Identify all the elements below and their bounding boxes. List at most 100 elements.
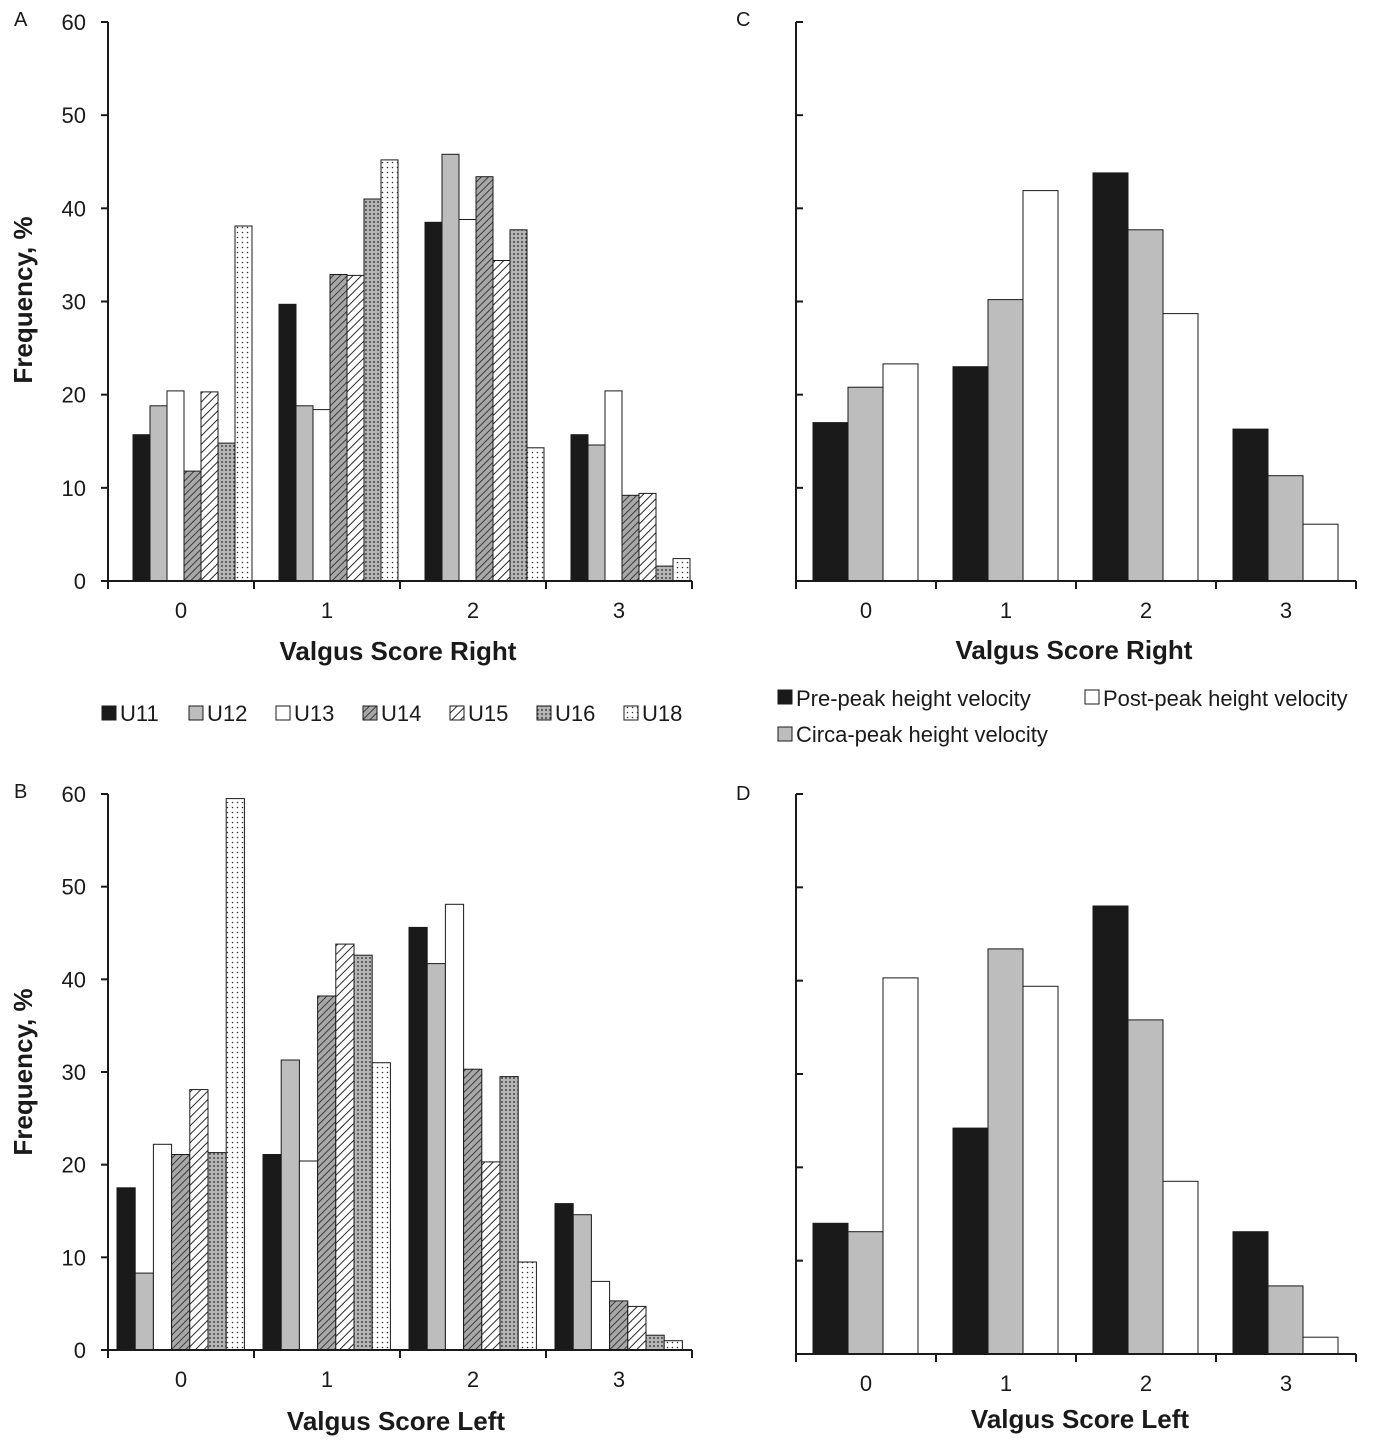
panel-c-bar-circa-peak-height-velocity-cat-0 <box>847 386 884 582</box>
panel-d-bar-post-peak-height-velocity-cat-1 <box>1022 985 1059 1355</box>
panel-a-y-tick-label: 50 <box>62 103 86 128</box>
panel-b-bar-u11-cat-0 <box>116 1187 136 1351</box>
panel-b-bar-u16-cat-1 <box>353 954 373 1351</box>
panel-d-bar-circa-peak-height-velocity-cat-1 <box>987 948 1024 1355</box>
panel-a-bar-u18-cat-2 <box>526 447 545 582</box>
panel-c-bar-post-peak-height-velocity-cat-3 <box>1302 523 1339 582</box>
panel-d-x-tick-label: 0 <box>860 1371 872 1396</box>
panel-b-y-tick-label: 20 <box>62 1153 86 1178</box>
panel-c-x-tick-label: 1 <box>1000 598 1012 623</box>
panel-b-bar-u18-cat-2 <box>517 1261 537 1351</box>
panel-d-x-tick-label: 2 <box>1140 1371 1152 1396</box>
legend-label-u11: U11 <box>120 701 159 726</box>
legend-swatch-u16 <box>536 705 552 721</box>
panel-a-y-tick-label: 20 <box>62 383 86 408</box>
panel-b-x-tick-label: 3 <box>613 1367 625 1392</box>
legend-swatch-pre-peak <box>777 689 793 705</box>
legend-label-u18: U18 <box>642 701 682 726</box>
panel-c-x-tick-label: 0 <box>860 598 872 623</box>
legend-label-u15: U15 <box>468 701 508 726</box>
panel-a-y-tick-label: 10 <box>62 476 86 501</box>
panel-a-bar-u13-cat-2 <box>458 219 477 582</box>
panel-c-bar-post-peak-height-velocity-cat-2 <box>1162 313 1199 582</box>
panel-a-y-tick-label: 40 <box>62 196 86 221</box>
panel-c-bar-circa-peak-height-velocity-cat-1 <box>987 299 1024 582</box>
legend-age-groups: U11 U12 U13 U14 U15 U16 U18 <box>101 701 682 726</box>
panel-a-bar-u11-cat-1 <box>278 303 297 582</box>
panel-c-chart: 0 1 2 3 <box>795 21 1357 623</box>
panel-letter-d: D <box>736 783 750 805</box>
panel-a-ylabel: Frequency, % <box>8 216 38 383</box>
panel-d-x-tick-label: 3 <box>1280 1371 1292 1396</box>
panel-a-bar-u18-cat-3 <box>672 558 691 582</box>
panel-b-bar-u16-cat-2 <box>499 1076 519 1351</box>
panel-b-chart: 0 10 20 30 40 50 60 0 1 2 3 <box>62 782 693 1392</box>
panel-d-bar-pre-peak-height-velocity-cat-2 <box>1092 905 1129 1355</box>
legend-label-post-peak: Post-peak height velocity <box>1103 686 1348 711</box>
legend-label-u16: U16 <box>555 701 595 726</box>
panel-a-bar-u13-cat-3 <box>604 390 623 582</box>
panel-a-bar-u13-cat-0 <box>166 390 185 582</box>
panel-a-bar-u16-cat-1 <box>363 198 382 582</box>
panel-b-y-tick-label: 40 <box>62 967 86 992</box>
panel-b-bar-u14-cat-3 <box>609 1300 629 1351</box>
panel-c-bar-circa-peak-height-velocity-cat-3 <box>1267 475 1304 582</box>
panel-a-bar-u12-cat-2 <box>441 153 460 582</box>
panel-a-bar-u14-cat-1 <box>329 274 348 582</box>
panel-d-bar-circa-peak-height-velocity-cat-3 <box>1267 1285 1304 1355</box>
panel-c-bar-pre-peak-height-velocity-cat-3 <box>1232 428 1269 582</box>
panel-b-bar-u18-cat-1 <box>371 1062 391 1351</box>
panel-a-bar-u11-cat-3 <box>570 434 589 582</box>
panel-b-x-tick-label: 0 <box>175 1367 187 1392</box>
panel-a-bar-u15-cat-0 <box>200 391 219 582</box>
panel-b-bar-u14-cat-0 <box>171 1154 191 1351</box>
panel-letter-b: B <box>14 781 27 803</box>
legend-swatch-u18 <box>623 705 639 721</box>
panel-b-bar-u13-cat-2 <box>444 903 465 1351</box>
legend-swatch-u13 <box>275 705 291 721</box>
panel-b-bar-u15-cat-1 <box>335 943 355 1351</box>
panel-c-x-tick-label: 3 <box>1280 598 1292 623</box>
panel-a-bar-u11-cat-2 <box>424 221 443 582</box>
legend-swatch-u12 <box>188 705 204 721</box>
legend-label-u12: U12 <box>207 701 247 726</box>
panel-letter-a: A <box>14 9 28 31</box>
legend-phv: Pre-peak height velocity Post-peak heigh… <box>777 686 1348 747</box>
panel-a-bar-u15-cat-2 <box>492 260 511 582</box>
panel-b-y-tick-label: 0 <box>74 1338 86 1363</box>
panel-d-bar-post-peak-height-velocity-cat-2 <box>1162 1180 1199 1355</box>
panel-c-bar-post-peak-height-velocity-cat-0 <box>882 363 919 582</box>
legend-swatch-circa-peak <box>777 726 793 742</box>
legend-label-u13: U13 <box>294 701 334 726</box>
panel-b-bar-u11-cat-1 <box>262 1154 282 1351</box>
panel-b-bar-u18-cat-0 <box>225 798 245 1351</box>
panel-c-bar-pre-peak-height-velocity-cat-1 <box>952 366 989 582</box>
panel-b-bar-u14-cat-2 <box>463 1068 483 1351</box>
panel-c-xlabel: Valgus Score Right <box>956 635 1193 665</box>
panel-a-y-tick-label: 60 <box>62 10 86 35</box>
panel-a-bar-u18-cat-0 <box>234 225 253 582</box>
panel-b-bar-u12-cat-2 <box>426 963 446 1351</box>
panel-b-xlabel: Valgus Score Left <box>287 1406 506 1436</box>
panel-c-bar-pre-peak-height-velocity-cat-0 <box>812 422 849 582</box>
legend-swatch-u15 <box>449 705 465 721</box>
panel-a-bar-u16-cat-0 <box>217 442 236 582</box>
panel-d-xlabel: Valgus Score Left <box>971 1404 1190 1434</box>
panel-a-x-tick-label: 2 <box>467 598 479 623</box>
panel-b-y-tick-label: 50 <box>62 875 86 900</box>
panel-b-bar-u13-cat-0 <box>152 1143 173 1351</box>
panel-a-y-tick-label: 0 <box>74 569 86 594</box>
panel-d-chart: 0 1 2 3 <box>795 793 1357 1396</box>
legend-label-pre-peak: Pre-peak height velocity <box>796 686 1031 711</box>
panel-a-x-tick-label: 0 <box>175 598 187 623</box>
panel-b-bar-u15-cat-0 <box>189 1089 209 1351</box>
legend-label-circa-peak: Circa-peak height velocity <box>796 722 1048 747</box>
panel-b-y-tick-label: 10 <box>62 1245 86 1270</box>
panel-a-bar-u16-cat-2 <box>509 229 528 582</box>
panel-a-bar-u13-cat-1 <box>312 409 331 582</box>
panel-a-x-tick-label: 3 <box>613 598 625 623</box>
panel-b-bar-u12-cat-3 <box>572 1214 592 1351</box>
panel-d-bar-circa-peak-height-velocity-cat-2 <box>1127 1019 1164 1355</box>
panel-a-xlabel: Valgus Score Right <box>280 636 517 666</box>
